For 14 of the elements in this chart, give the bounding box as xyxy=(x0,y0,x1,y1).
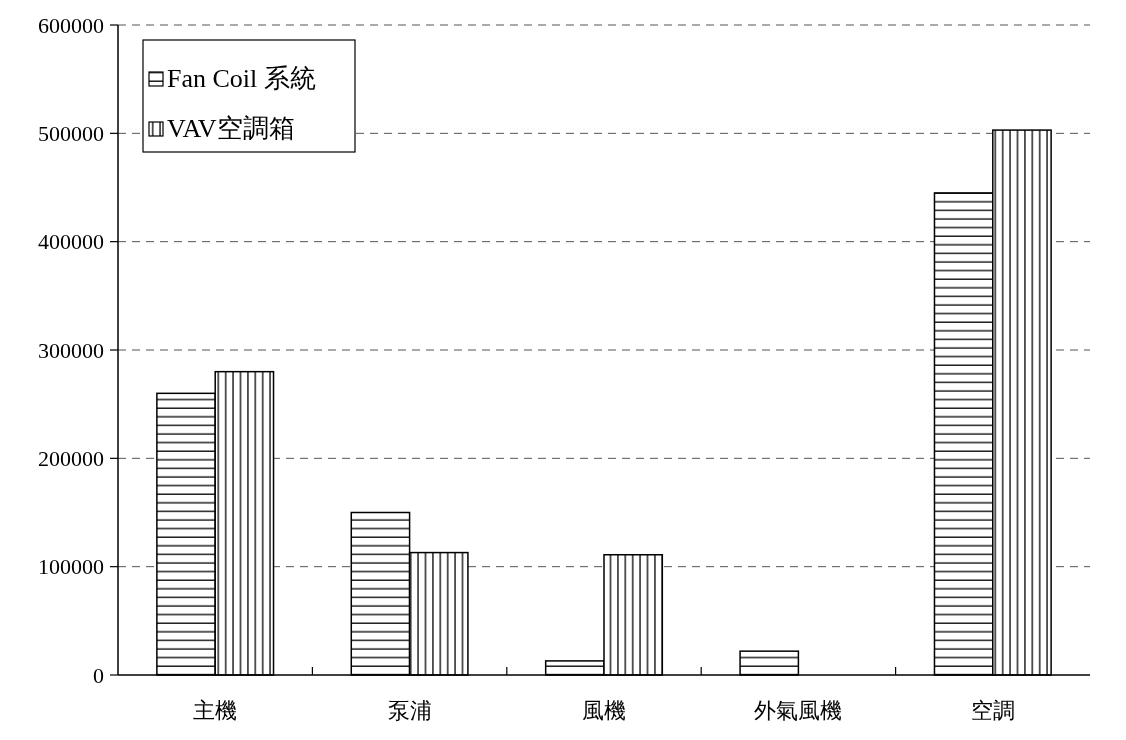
x-tick-label: 風機 xyxy=(582,698,626,723)
y-tick-label: 100000 xyxy=(38,554,104,580)
x-tick-label: 主機 xyxy=(193,698,238,723)
y-tick-label: 200000 xyxy=(38,446,104,472)
x-tick-label: 泵浦 xyxy=(387,698,432,723)
x-tick-label: 空調 xyxy=(970,698,1015,723)
x-tick-label: 外氣風機 xyxy=(754,698,843,723)
y-tick-label: 500000 xyxy=(38,121,104,147)
y-tick-label: 600000 xyxy=(38,12,104,38)
legend-label: Fan Coil 系統 xyxy=(167,64,316,93)
y-tick-label: 0 xyxy=(93,662,104,688)
y-tick-label: 300000 xyxy=(38,337,104,363)
legend-label: VAV空調箱 xyxy=(167,114,295,143)
y-tick-label: 400000 xyxy=(38,229,104,255)
